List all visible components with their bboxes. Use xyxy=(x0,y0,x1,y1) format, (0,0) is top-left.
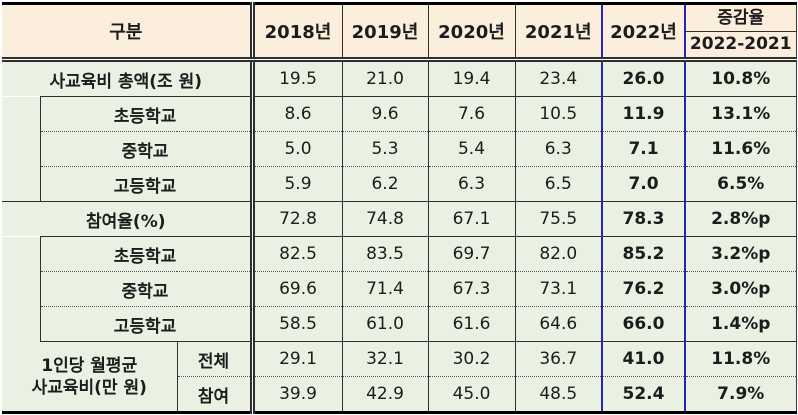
group-label-line2: 사교육비(만 원) xyxy=(31,377,147,398)
value-cell: 10.8% xyxy=(684,59,796,97)
row-expense-high: 고등학교 5.9 6.2 6.3 6.5 7.0 6.5% xyxy=(2,166,796,202)
value-cell: 26.0 xyxy=(601,59,686,97)
value-cell: 45.0 xyxy=(427,376,515,413)
value-cell: 2.8%p xyxy=(684,201,796,237)
row-label: 참여율(%) xyxy=(2,201,252,237)
value-cell: 7.9% xyxy=(684,376,796,413)
value-cell: 6.3 xyxy=(427,166,515,202)
value-cell: 73.1 xyxy=(514,271,602,307)
value-cell: 13.1% xyxy=(684,96,796,132)
value-cell: 21.0 xyxy=(341,59,428,97)
table-header-row: 구분 2018년 2019년 2020년 2021년 2022년 증감율 202… xyxy=(2,3,796,62)
value-cell: 69.6 xyxy=(249,271,342,307)
row-monthly-avg-all: 1인당 월평균 사교육비(만 원) 전체 29.1 32.1 30.2 36.7… xyxy=(2,341,796,413)
value-cell: 76.2 xyxy=(601,271,686,307)
value-cell: 83.5 xyxy=(341,236,428,272)
row-label: 전체 xyxy=(176,341,252,377)
value-cell: 8.6 xyxy=(249,96,342,132)
value-cell: 64.6 xyxy=(514,306,602,342)
row-expense-middle: 중학교 5.0 5.3 5.4 6.3 7.1 11.6% xyxy=(2,131,796,167)
value-cell: 7.1 xyxy=(601,131,686,167)
row-label: 고등학교 xyxy=(39,306,252,342)
row-label: 고등학교 xyxy=(39,166,252,202)
row-total-expense: 사교육비 총액(조 원) 19.5 21.0 19.4 23.4 26.0 10… xyxy=(2,59,796,97)
value-cell: 9.6 xyxy=(341,96,428,132)
header-category: 구분 xyxy=(2,3,252,62)
value-cell: 78.3 xyxy=(601,201,686,237)
value-cell: 39.9 xyxy=(249,376,342,413)
value-cell: 6.2 xyxy=(341,166,428,202)
header-year-2019: 2019년 xyxy=(341,3,428,62)
value-cell: 7.6 xyxy=(427,96,515,132)
value-cell: 6.5% xyxy=(684,166,796,202)
value-cell: 36.7 xyxy=(514,341,602,377)
value-cell: 5.4 xyxy=(427,131,515,167)
value-cell: 3.2%p xyxy=(684,236,796,272)
value-cell: 67.3 xyxy=(427,271,515,307)
value-cell: 32.1 xyxy=(341,341,428,377)
value-cell: 6.3 xyxy=(514,131,602,167)
row-label: 초등학교 xyxy=(39,96,252,132)
value-cell: 61.6 xyxy=(427,306,515,342)
row-participation-rate: 참여율(%) 72.8 74.8 67.1 75.5 78.3 2.8%p xyxy=(2,201,796,237)
label-indent-spacer xyxy=(2,236,40,342)
header-year-2018: 2018년 xyxy=(249,3,342,62)
value-cell: 61.0 xyxy=(341,306,428,342)
row-monthly-avg-participating: 참여 39.9 42.9 45.0 48.5 52.4 7.9% xyxy=(2,376,796,413)
value-cell: 3.0%p xyxy=(684,271,796,307)
header-change-column: 증감율 2022-2021 xyxy=(684,3,796,62)
row-participation-middle: 중학교 69.6 71.4 67.3 73.1 76.2 3.0%p xyxy=(2,271,796,307)
value-cell: 11.8% xyxy=(684,341,796,377)
value-cell: 48.5 xyxy=(514,376,602,413)
row-label: 사교육비 총액(조 원) xyxy=(2,59,252,97)
row-label: 초등학교 xyxy=(39,236,252,272)
value-cell: 5.3 xyxy=(341,131,428,167)
label-indent-spacer xyxy=(2,96,40,202)
value-cell: 52.4 xyxy=(601,376,686,413)
row-label: 중학교 xyxy=(39,271,252,307)
value-cell: 41.0 xyxy=(601,341,686,377)
value-cell: 82.0 xyxy=(514,236,602,272)
value-cell: 5.9 xyxy=(249,166,342,202)
value-cell: 71.4 xyxy=(341,271,428,307)
row-label: 참여 xyxy=(176,376,252,413)
value-cell: 5.0 xyxy=(249,131,342,167)
value-cell: 72.8 xyxy=(249,201,342,237)
row-participation-high: 고등학교 58.5 61.0 61.6 64.6 66.0 1.4%p xyxy=(2,306,796,342)
header-year-2022: 2022년 xyxy=(601,3,686,62)
header-change-period: 2022-2021 xyxy=(689,34,792,54)
value-cell: 11.9 xyxy=(601,96,686,132)
value-cell: 75.5 xyxy=(514,201,602,237)
value-cell: 10.5 xyxy=(514,96,602,132)
value-cell: 6.5 xyxy=(514,166,602,202)
value-cell: 23.4 xyxy=(514,59,602,97)
row-group-label: 1인당 월평균 사교육비(만 원) xyxy=(2,341,177,413)
value-cell: 30.2 xyxy=(427,341,515,377)
value-cell: 67.1 xyxy=(427,201,515,237)
row-expense-elementary: 초등학교 8.6 9.6 7.6 10.5 11.9 13.1% xyxy=(2,96,796,202)
value-cell: 1.4%p xyxy=(684,306,796,342)
value-cell: 85.2 xyxy=(601,236,686,272)
value-cell: 82.5 xyxy=(249,236,342,272)
header-year-2021: 2021년 xyxy=(514,3,602,62)
value-cell: 74.8 xyxy=(341,201,428,237)
value-cell: 7.0 xyxy=(601,166,686,202)
value-cell: 19.5 xyxy=(249,59,342,97)
value-cell: 58.5 xyxy=(249,306,342,342)
row-participation-elementary: 초등학교 82.5 83.5 69.7 82.0 85.2 3.2%p xyxy=(2,236,796,342)
header-year-2020: 2020년 xyxy=(427,3,515,62)
value-cell: 19.4 xyxy=(427,59,515,97)
value-cell: 42.9 xyxy=(341,376,428,413)
value-cell: 66.0 xyxy=(601,306,686,342)
value-cell: 29.1 xyxy=(249,341,342,377)
value-cell: 69.7 xyxy=(427,236,515,272)
value-cell: 11.6% xyxy=(684,131,796,167)
header-change-label: 증감율 xyxy=(687,5,796,32)
row-label: 중학교 xyxy=(39,131,252,167)
group-label-line1: 1인당 월평균 xyxy=(41,355,138,376)
